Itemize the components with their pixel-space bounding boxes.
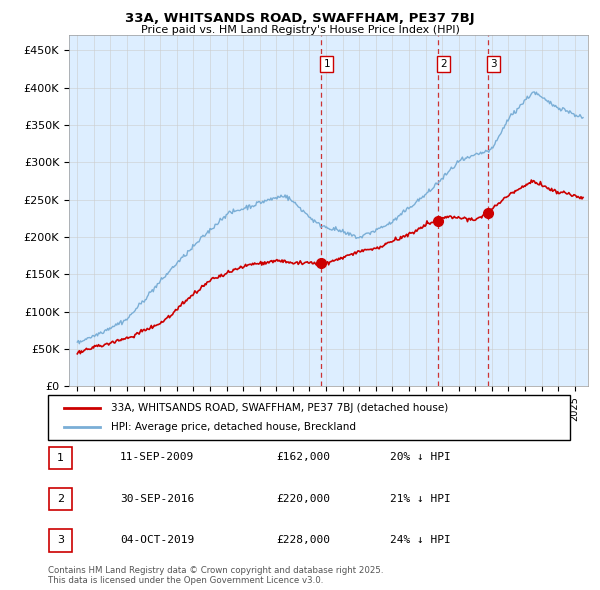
Text: 30-SEP-2016: 30-SEP-2016 (120, 494, 194, 503)
Text: 3: 3 (490, 59, 497, 69)
Text: 11-SEP-2009: 11-SEP-2009 (120, 453, 194, 462)
Text: 1: 1 (323, 59, 330, 69)
Text: 1: 1 (57, 453, 64, 463)
Text: 2: 2 (440, 59, 447, 69)
Text: 21% ↓ HPI: 21% ↓ HPI (390, 494, 451, 503)
Text: £162,000: £162,000 (276, 453, 330, 462)
Text: 33A, WHITSANDS ROAD, SWAFFHAM, PE37 7BJ: 33A, WHITSANDS ROAD, SWAFFHAM, PE37 7BJ (125, 12, 475, 25)
Text: 33A, WHITSANDS ROAD, SWAFFHAM, PE37 7BJ (detached house): 33A, WHITSANDS ROAD, SWAFFHAM, PE37 7BJ … (110, 403, 448, 412)
Text: £220,000: £220,000 (276, 494, 330, 503)
Text: Price paid vs. HM Land Registry's House Price Index (HPI): Price paid vs. HM Land Registry's House … (140, 25, 460, 35)
Text: 24% ↓ HPI: 24% ↓ HPI (390, 535, 451, 545)
FancyBboxPatch shape (48, 395, 570, 440)
Text: 04-OCT-2019: 04-OCT-2019 (120, 535, 194, 545)
FancyBboxPatch shape (49, 447, 72, 469)
Text: 3: 3 (57, 536, 64, 545)
Text: £228,000: £228,000 (276, 535, 330, 545)
Text: Contains HM Land Registry data © Crown copyright and database right 2025.
This d: Contains HM Land Registry data © Crown c… (48, 566, 383, 585)
Text: HPI: Average price, detached house, Breckland: HPI: Average price, detached house, Brec… (110, 422, 356, 432)
FancyBboxPatch shape (49, 529, 72, 552)
Text: 2: 2 (57, 494, 64, 504)
Text: 20% ↓ HPI: 20% ↓ HPI (390, 453, 451, 462)
FancyBboxPatch shape (49, 488, 72, 510)
